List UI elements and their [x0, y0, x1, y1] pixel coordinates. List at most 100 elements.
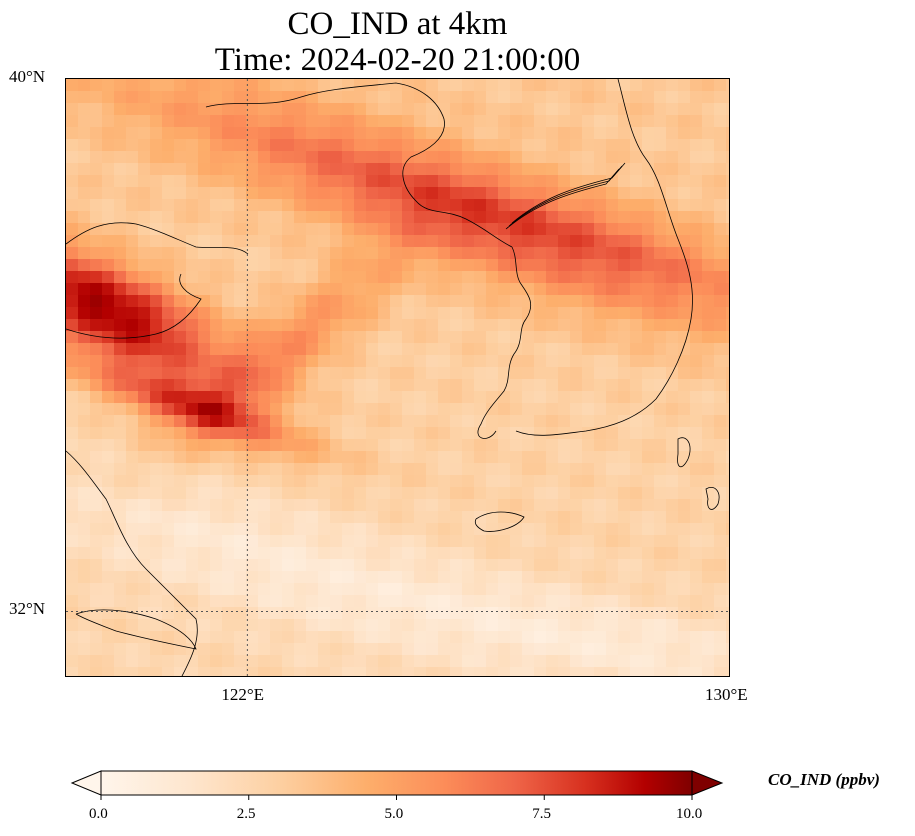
concentration-cell	[318, 271, 331, 284]
concentration-cell	[690, 607, 703, 620]
concentration-cell	[606, 343, 619, 356]
concentration-cell	[690, 499, 703, 512]
concentration-cell	[90, 283, 103, 296]
concentration-cell	[438, 235, 451, 248]
concentration-cell	[618, 115, 631, 128]
concentration-cell	[342, 475, 355, 488]
concentration-cell	[294, 103, 307, 116]
concentration-cell	[390, 283, 403, 296]
concentration-cell	[162, 535, 175, 548]
concentration-cell	[522, 511, 535, 524]
concentration-cell	[306, 379, 319, 392]
concentration-cell	[342, 103, 355, 116]
concentration-cell	[690, 79, 703, 92]
concentration-cell	[294, 307, 307, 320]
concentration-cell	[390, 619, 403, 632]
concentration-cell	[474, 271, 487, 284]
concentration-cell	[618, 619, 631, 632]
concentration-cell	[630, 163, 643, 176]
concentration-cell	[642, 151, 655, 164]
concentration-cell	[354, 199, 367, 212]
concentration-cell	[570, 103, 583, 116]
concentration-cell	[306, 319, 319, 332]
concentration-cell	[342, 295, 355, 308]
concentration-cell	[102, 619, 115, 632]
concentration-cell	[486, 187, 499, 200]
concentration-cell	[558, 655, 571, 668]
concentration-cell	[102, 283, 115, 296]
concentration-cell	[402, 583, 415, 596]
concentration-cell	[402, 367, 415, 380]
concentration-cell	[162, 319, 175, 332]
concentration-cell	[186, 199, 199, 212]
concentration-cell	[474, 631, 487, 644]
concentration-cell	[354, 667, 367, 676]
concentration-cell	[726, 463, 729, 476]
concentration-cell	[522, 607, 535, 620]
concentration-cell	[174, 439, 187, 452]
concentration-cell	[282, 595, 295, 608]
concentration-cell	[690, 247, 703, 260]
concentration-cell	[174, 343, 187, 356]
concentration-cell	[702, 619, 715, 632]
concentration-cell	[366, 199, 379, 212]
concentration-cell	[570, 547, 583, 560]
concentration-cell	[174, 367, 187, 380]
concentration-cell	[318, 103, 331, 116]
concentration-cell	[78, 655, 91, 668]
concentration-cell	[702, 379, 715, 392]
concentration-cell	[78, 211, 91, 224]
concentration-cell	[378, 319, 391, 332]
concentration-cell	[210, 139, 223, 152]
concentration-cell	[594, 355, 607, 368]
concentration-cell	[450, 391, 463, 404]
concentration-cell	[342, 655, 355, 668]
concentration-cell	[174, 535, 187, 548]
concentration-cell	[366, 655, 379, 668]
concentration-cell	[714, 631, 727, 644]
concentration-cell	[282, 163, 295, 176]
concentration-cell	[570, 667, 583, 676]
concentration-cell	[114, 79, 127, 92]
concentration-cell	[546, 235, 559, 248]
concentration-cell	[222, 187, 235, 200]
concentration-cell	[186, 247, 199, 260]
concentration-cell	[282, 103, 295, 116]
concentration-cell	[546, 91, 559, 104]
concentration-cell	[234, 163, 247, 176]
concentration-cell	[126, 511, 139, 524]
concentration-cell	[246, 499, 259, 512]
concentration-cell	[150, 283, 163, 296]
concentration-cell	[558, 103, 571, 116]
concentration-cell	[714, 163, 727, 176]
concentration-cell	[198, 427, 211, 440]
concentration-cell	[114, 571, 127, 584]
concentration-cell	[66, 487, 79, 500]
concentration-cell	[102, 463, 115, 476]
concentration-cell	[714, 499, 727, 512]
concentration-cell	[186, 103, 199, 116]
concentration-cell	[642, 631, 655, 644]
concentration-cell	[342, 571, 355, 584]
concentration-cell	[498, 475, 511, 488]
concentration-cell	[198, 139, 211, 152]
concentration-cell	[570, 535, 583, 548]
concentration-cell	[270, 355, 283, 368]
concentration-cell	[498, 187, 511, 200]
concentration-cell	[162, 451, 175, 464]
concentration-cell	[114, 559, 127, 572]
concentration-cell	[474, 259, 487, 272]
concentration-cell	[114, 391, 127, 404]
concentration-cell	[474, 595, 487, 608]
concentration-cell	[522, 559, 535, 572]
concentration-cell	[462, 379, 475, 392]
concentration-cell	[330, 79, 343, 92]
concentration-cell	[318, 667, 331, 676]
concentration-cell	[642, 415, 655, 428]
concentration-cell	[438, 571, 451, 584]
concentration-cell	[234, 103, 247, 116]
concentration-cell	[246, 547, 259, 560]
concentration-cell	[282, 211, 295, 224]
concentration-cell	[126, 307, 139, 320]
concentration-cell	[666, 475, 679, 488]
